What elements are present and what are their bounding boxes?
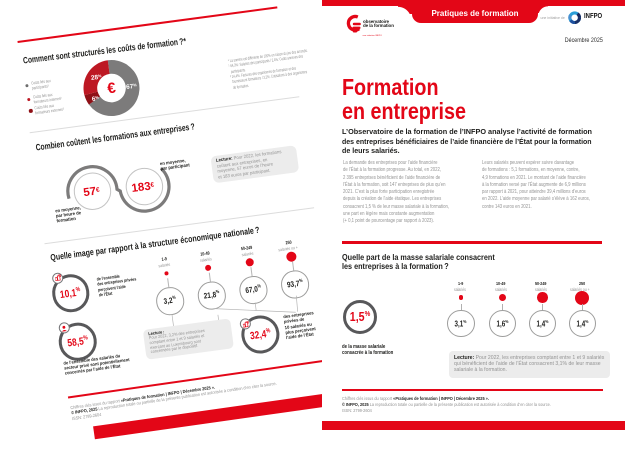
svg-text:183€: 183€ [131,180,156,195]
svg-text:28%: 28% [91,74,103,83]
svg-text:6%: 6% [91,95,99,103]
svg-text:57€: 57€ [83,185,101,199]
svg-text:€: € [106,80,117,98]
svg-text:67%: 67% [126,83,138,92]
